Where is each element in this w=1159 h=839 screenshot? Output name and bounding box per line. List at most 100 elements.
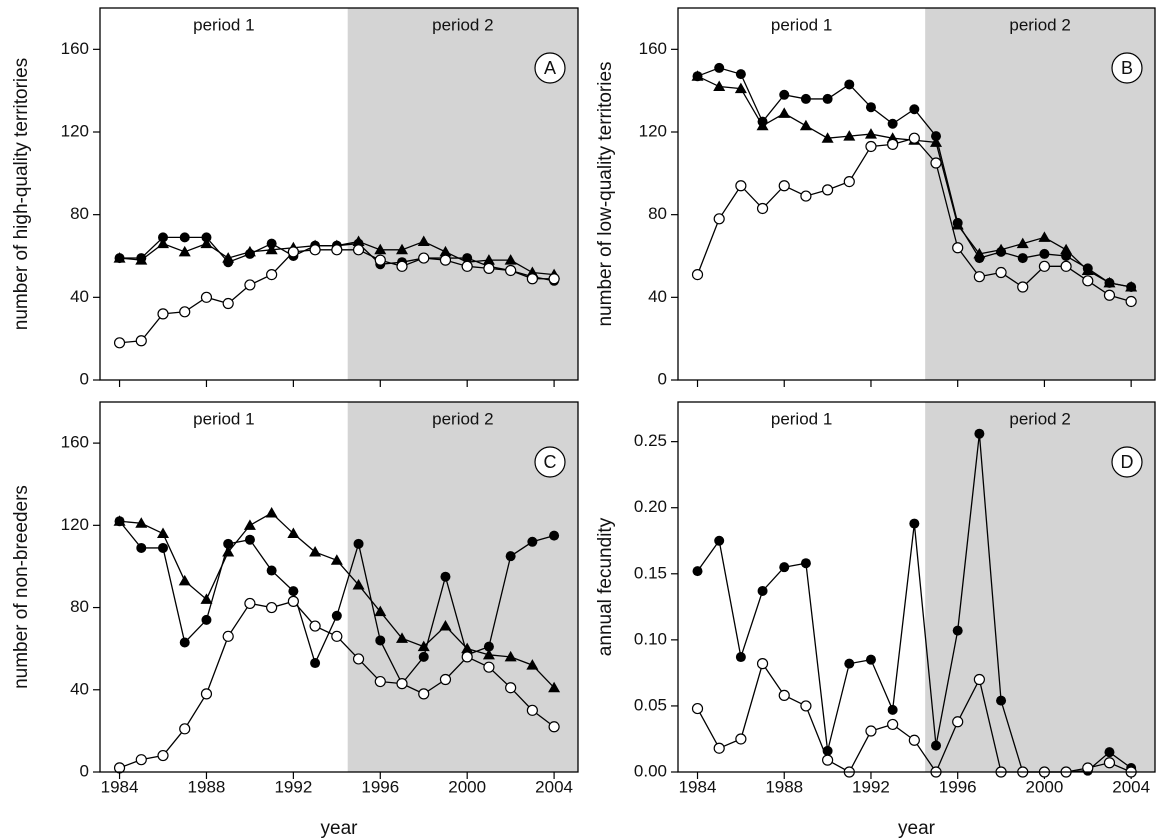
marker [265,507,278,518]
marker [287,595,299,607]
marker [756,119,769,131]
marker [995,243,1008,255]
marker [222,297,234,310]
marker [201,232,212,243]
marker [439,620,452,631]
marker [778,180,790,192]
marker [908,132,920,144]
marker [822,184,834,196]
marker [756,658,769,670]
marker [352,653,365,665]
marker [396,260,408,272]
plot-frame [99,401,579,773]
x-tick-label: 2004 [535,777,573,796]
marker [1060,243,1073,255]
panel: period 1 period 2 C 0 40 80 120 160 1984 1988 1992… [11,401,579,839]
marker [931,740,942,751]
marker [222,630,234,642]
marker [974,428,985,439]
y-axis-label: number of non-breeders [11,485,32,689]
marker [735,180,747,192]
marker [908,734,920,746]
marker [158,542,169,553]
plot-frame [677,7,1156,381]
y-tick-label: 0.10 [634,629,667,648]
marker [691,269,704,281]
marker [548,721,560,733]
marker [952,625,963,636]
marker [483,641,494,652]
marker [352,244,365,256]
marker [461,651,473,663]
x-tick-label: 1992 [274,777,312,796]
marker [353,538,364,549]
marker [135,254,148,265]
marker [714,535,725,546]
marker [713,80,726,92]
marker [756,202,769,215]
marker [374,605,387,617]
y-tick-label: 80 [70,597,89,616]
marker [330,554,343,565]
marker [374,675,386,688]
marker [113,337,126,349]
y-axis-label: number of high-quality territories [11,58,32,330]
marker [200,593,213,604]
marker [396,243,409,255]
marker [1081,264,1094,275]
marker [505,264,517,277]
x-tick-label: 1992 [852,777,890,796]
y-tick-label: 0.05 [634,695,667,714]
marker [799,119,812,131]
marker [135,335,147,347]
marker [734,82,747,94]
marker [243,519,256,530]
marker [418,651,429,662]
marker [439,673,452,686]
marker [865,725,877,737]
marker [200,688,213,700]
y-tick-label: 40 [70,679,89,698]
marker [223,538,234,549]
marker [309,620,321,632]
marker [136,542,147,553]
marker [887,138,899,150]
marker [201,614,212,625]
marker [778,107,791,118]
marker [973,673,985,686]
panel-label-circle [534,52,566,84]
marker [266,565,277,576]
y-tick-label: 40 [648,287,667,306]
marker [526,704,538,716]
marker [526,659,539,670]
marker [779,562,790,573]
x-tick-label: 1984 [101,777,139,796]
panel-label-circle [1111,52,1143,84]
panel-label: B [1121,58,1133,78]
period-label: period 2 [1009,409,1070,428]
panel-label-circle [1111,446,1143,478]
marker [844,658,855,669]
panel: period 1 period 2 B 0 40 80 120 160 number of lo… [595,7,1156,388]
marker [800,700,812,712]
marker [779,89,790,100]
marker [504,254,517,265]
marker [1104,747,1115,758]
marker [527,536,538,547]
marker [692,566,703,577]
marker [157,749,169,762]
marker [505,682,517,694]
y-tick-label: 160 [61,39,89,58]
marker [909,518,920,529]
period-label: period 2 [432,409,493,428]
x-tick-label: 1988 [765,777,803,796]
marker [113,515,126,526]
marker [266,269,278,281]
marker [973,271,985,283]
marker [352,235,365,247]
period-label: period 2 [1009,15,1070,34]
marker [505,551,516,562]
marker [1082,762,1094,774]
marker [222,546,235,557]
panel-label: D [1121,452,1134,472]
